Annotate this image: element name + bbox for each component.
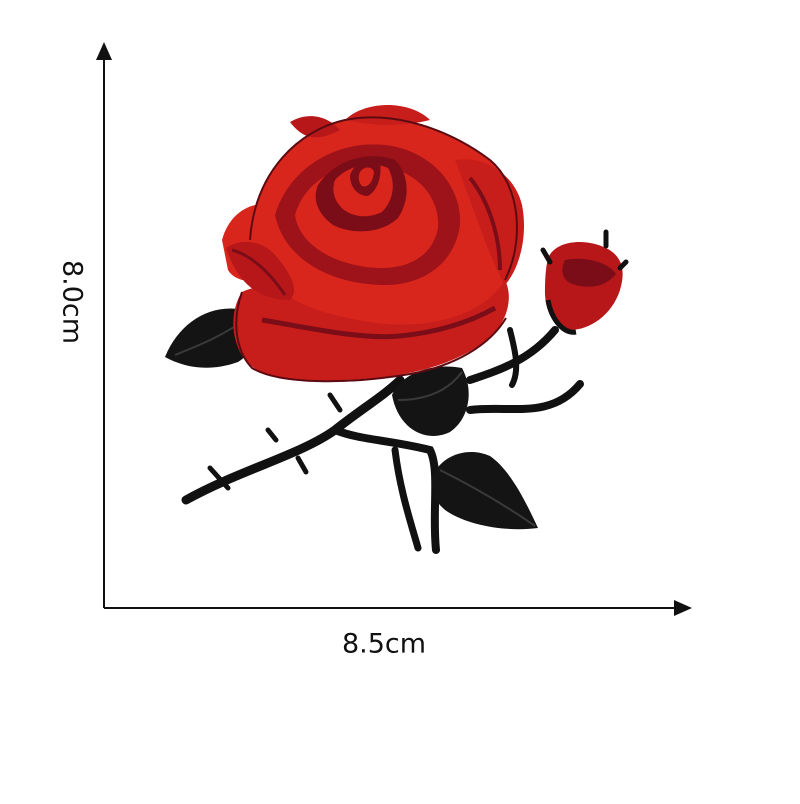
rose-bud xyxy=(540,229,629,335)
rose-head xyxy=(222,105,525,383)
width-dimension-label: 8.5cm xyxy=(341,628,427,660)
height-dimension-label: 8.0cm xyxy=(56,259,88,345)
dimension-axes xyxy=(96,42,692,616)
